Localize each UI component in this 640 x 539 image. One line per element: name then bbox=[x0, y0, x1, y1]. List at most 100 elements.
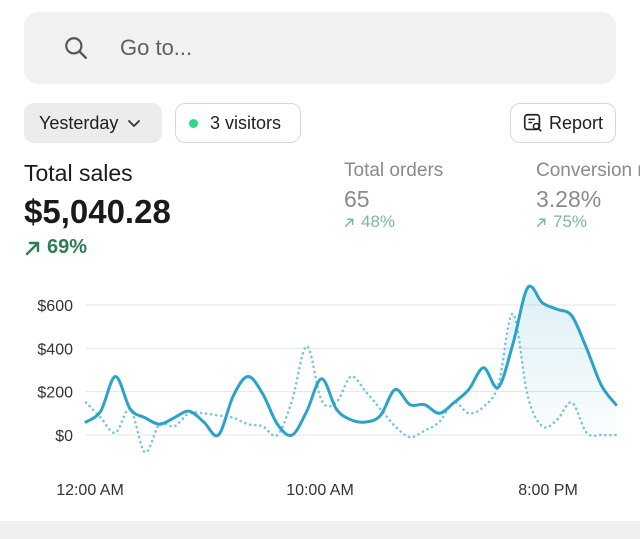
current-series-point bbox=[409, 404, 411, 406]
search-bar[interactable]: Go to... bbox=[24, 12, 616, 84]
current-series-point bbox=[438, 412, 440, 414]
sales-line-chart[interactable]: $600 $400 $200 $0 12:00 AM 10:00 AM 8:00 PM bbox=[0, 270, 640, 510]
current-series-point bbox=[497, 386, 499, 388]
current-series-point bbox=[306, 410, 308, 412]
total-orders-change-value: 48% bbox=[361, 212, 396, 231]
current-series-point bbox=[173, 417, 175, 419]
current-series-point bbox=[85, 421, 87, 423]
total-orders-change: 48% bbox=[344, 212, 395, 232]
current-series-point bbox=[379, 415, 381, 417]
comparison-series-point bbox=[232, 417, 234, 419]
total-orders-value: 65 bbox=[344, 186, 370, 212]
y-tick-label: $0 bbox=[55, 428, 73, 445]
current-series-point bbox=[188, 410, 190, 412]
current-series-line bbox=[84, 284, 618, 438]
comparison-series-point bbox=[438, 421, 440, 423]
current-series-point bbox=[512, 343, 514, 345]
comparison-series-point bbox=[306, 345, 308, 347]
bottom-bar bbox=[0, 521, 640, 539]
conversion-title[interactable]: Conversion r bbox=[536, 160, 640, 181]
report-label: Report bbox=[549, 112, 604, 133]
y-tick-label: $400 bbox=[37, 341, 73, 358]
current-series-point bbox=[541, 302, 543, 304]
total-orders-title[interactable]: Total orders bbox=[344, 160, 444, 181]
current-series-point bbox=[291, 434, 293, 436]
date-range-label: Yesterday bbox=[39, 112, 119, 133]
current-series-point bbox=[218, 434, 220, 436]
comparison-series-point bbox=[527, 395, 529, 397]
current-series-point bbox=[321, 378, 323, 380]
current-series-point bbox=[100, 410, 102, 412]
comparison-series-point bbox=[321, 399, 323, 401]
comparison-series-point bbox=[262, 425, 264, 427]
comparison-series-point bbox=[409, 436, 411, 438]
current-series-point bbox=[424, 404, 426, 406]
comparison-series-point bbox=[100, 417, 102, 419]
current-series-point bbox=[247, 376, 249, 378]
current-series-point bbox=[394, 389, 396, 391]
comparison-series-point bbox=[586, 432, 588, 434]
report-icon bbox=[523, 113, 542, 132]
total-sales-title[interactable]: Total sales bbox=[24, 160, 133, 186]
current-series-point bbox=[586, 347, 588, 349]
current-series-point bbox=[350, 419, 352, 421]
y-tick-label: $600 bbox=[37, 298, 73, 315]
conversion-change-value: 75% bbox=[553, 212, 588, 231]
comparison-series-point bbox=[114, 432, 116, 434]
comparison-series-point bbox=[276, 434, 278, 436]
total-sales-change: 69% bbox=[24, 236, 87, 259]
comparison-series-point bbox=[335, 402, 337, 404]
comparison-series-point bbox=[203, 412, 205, 414]
current-series-point bbox=[114, 376, 116, 378]
x-tick-label: 12:00 AM bbox=[56, 482, 124, 499]
live-status-dot bbox=[189, 118, 198, 128]
comparison-series-point bbox=[365, 391, 367, 393]
comparison-series-point bbox=[424, 430, 426, 432]
comparison-series-point bbox=[394, 425, 396, 427]
live-visitors-button[interactable]: 3 visitors bbox=[175, 103, 301, 143]
comparison-series-point bbox=[144, 451, 146, 453]
comparison-series-point bbox=[188, 412, 190, 414]
current-series-point bbox=[527, 287, 529, 289]
current-series-point bbox=[365, 421, 367, 423]
current-series-point bbox=[276, 423, 278, 425]
comparison-series-point bbox=[247, 423, 249, 425]
series-area-fill bbox=[498, 287, 616, 435]
comparison-series-point bbox=[512, 313, 514, 315]
search-input[interactable]: Go to... bbox=[120, 35, 193, 60]
comparison-series-point bbox=[85, 402, 87, 404]
x-tick-label: 8:00 PM bbox=[518, 482, 578, 499]
arrow-up-right-icon bbox=[25, 241, 40, 255]
comparison-series-point bbox=[173, 425, 175, 427]
comparison-series-point bbox=[350, 376, 352, 378]
current-series-point bbox=[335, 408, 337, 410]
conversion-change: 75% bbox=[536, 212, 587, 232]
current-series-point bbox=[144, 417, 146, 419]
current-series-point bbox=[571, 315, 573, 317]
comparison-series-point bbox=[571, 402, 573, 404]
search-icon bbox=[65, 37, 87, 59]
chevron-down-icon bbox=[128, 120, 141, 127]
current-series-point bbox=[203, 421, 205, 423]
total-sales-change-value: 69% bbox=[47, 236, 88, 258]
comparison-series-point bbox=[379, 408, 381, 410]
comparison-series-point bbox=[556, 419, 558, 421]
comparison-series-point bbox=[483, 406, 485, 408]
comparison-series-point bbox=[541, 425, 543, 427]
comparison-series-point bbox=[159, 423, 161, 425]
comparison-series-point bbox=[615, 434, 617, 436]
current-series-point bbox=[483, 367, 485, 369]
report-button[interactable]: Report bbox=[510, 103, 616, 143]
arrow-up-right-icon bbox=[537, 218, 546, 227]
arrow-up-right-icon bbox=[345, 218, 354, 227]
total-sales-value: $5,040.28 bbox=[24, 193, 171, 230]
comparison-series-point bbox=[497, 384, 499, 386]
comparison-series-point bbox=[218, 415, 220, 417]
x-tick-label: 10:00 AM bbox=[286, 482, 354, 499]
comparison-series-point bbox=[468, 412, 470, 414]
y-tick-label: $200 bbox=[37, 385, 73, 402]
current-series-point bbox=[262, 393, 264, 395]
comparison-series-point bbox=[453, 402, 455, 404]
date-range-button[interactable]: Yesterday bbox=[24, 103, 162, 143]
current-series-point bbox=[232, 395, 234, 397]
